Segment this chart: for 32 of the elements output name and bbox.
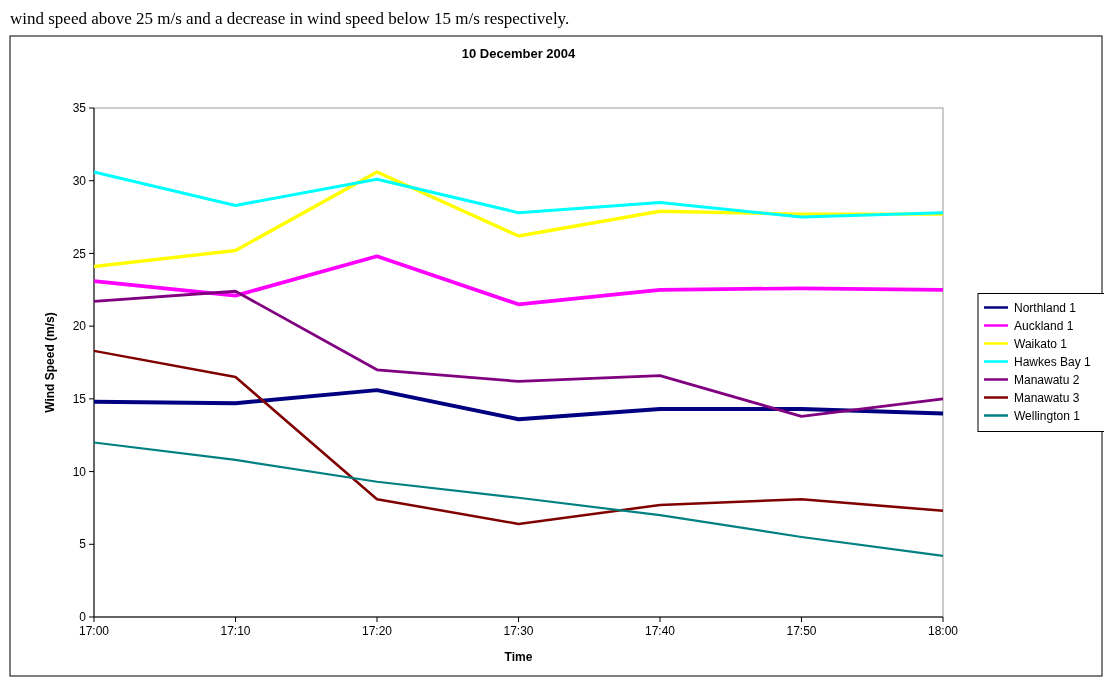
line-series	[92, 441, 945, 558]
y-tick-label: 5	[79, 537, 87, 552]
y-tick-label: 15	[72, 392, 87, 407]
legend-label: Manawatu 3	[1014, 390, 1080, 405]
line-series	[92, 289, 945, 418]
x-tick-label: 17:10	[220, 624, 251, 638]
x-tick-label: 17:00	[78, 624, 110, 638]
x-axis-title: Time	[504, 650, 533, 664]
legend-label: Wellington 1	[1014, 408, 1081, 423]
line-series	[92, 254, 945, 307]
y-tick-label: 0	[79, 610, 87, 625]
line-series	[92, 170, 945, 219]
line-series	[92, 388, 945, 422]
legend-label: Auckland 1	[1014, 318, 1074, 333]
chart-title: 10 December 2004	[461, 46, 576, 61]
y-tick-label: 30	[72, 173, 87, 188]
x-tick-label: 17:20	[361, 624, 393, 638]
line-series	[92, 349, 945, 526]
y-tick-label: 10	[72, 464, 87, 479]
x-tick-label: 18:00	[927, 624, 959, 638]
x-tick-label: 17:50	[786, 624, 817, 638]
text: wind speed above 25 m/s and a decrease in wind speed below 15 m/s respectively.	[10, 9, 570, 28]
x-tick-label: 17:30	[503, 624, 534, 638]
y-tick-label: 20	[72, 319, 87, 334]
y-axis-title: Wind Speed (m/s)	[43, 312, 57, 413]
legend-label: Hawkes Bay 1	[1014, 354, 1092, 369]
y-tick-label: 35	[72, 101, 87, 116]
legend-label: Waikato 1	[1014, 336, 1068, 351]
legend-label: Northland 1	[1014, 300, 1077, 315]
y-tick-label: 25	[72, 246, 87, 261]
x-tick-label: 17:40	[644, 624, 676, 638]
legend-label: Manawatu 2	[1014, 372, 1080, 387]
